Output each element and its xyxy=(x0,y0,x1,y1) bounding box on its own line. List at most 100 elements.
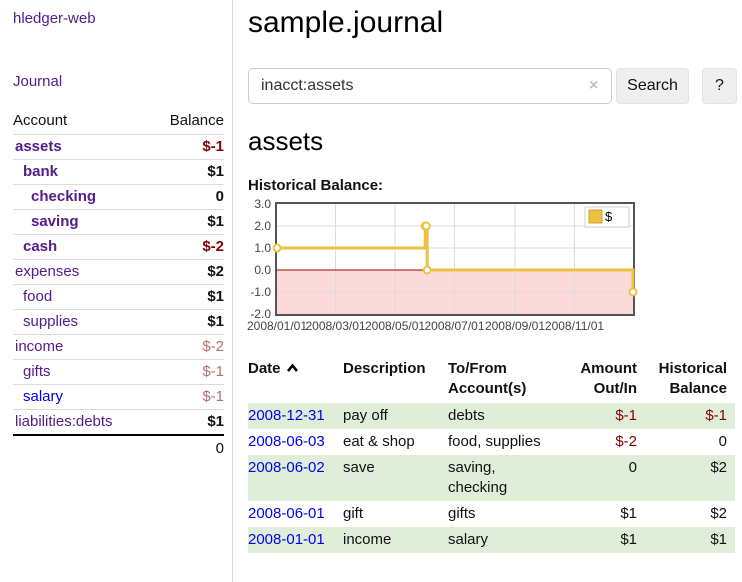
transaction-amount: $1 xyxy=(620,531,637,548)
search-button[interactable]: Search xyxy=(616,68,689,104)
chart-title: Historical Balance: xyxy=(248,177,384,194)
register-row: 2008-12-31 pay off debts $-1 $-1 xyxy=(248,403,735,429)
transaction-balance: $2 xyxy=(710,459,727,476)
account-link[interactable]: income xyxy=(15,338,64,355)
account-link[interactable]: bank xyxy=(23,163,59,180)
data-point xyxy=(422,265,432,275)
account-balance: $1 xyxy=(149,409,224,435)
account-link[interactable]: assets xyxy=(15,138,62,155)
account-link[interactable]: supplies xyxy=(23,313,79,330)
accounts-column-header: To/From Account(s) xyxy=(448,360,527,397)
account-row: expenses $2 xyxy=(13,259,224,285)
account-table-body: assets $-1 bank $1 checking 0 saving $1 cash $-2 e… xyxy=(13,134,224,435)
account-balance: $1 xyxy=(149,284,224,310)
x-axis-tick-label: 2008/05/01 xyxy=(365,319,425,333)
transaction-date-link[interactable]: 2008-06-01 xyxy=(248,505,325,522)
transaction-amount: $-2 xyxy=(615,433,637,450)
account-total-spacer xyxy=(13,434,150,462)
x-axis-tick-label: 2008/01/01 xyxy=(247,319,307,333)
account-page-title: assets xyxy=(248,126,324,156)
register-row: 2008-01-01 income salary $1 $1 xyxy=(248,527,735,553)
register-row: 2008-06-02 save saving, checking 0 $2 xyxy=(248,455,735,501)
y-axis-tick-label: -2.0 xyxy=(250,307,271,321)
register-row: 2008-06-03 eat & shop food, supplies $-2 0 xyxy=(248,429,735,455)
page-title: sample.journal xyxy=(248,6,444,39)
data-point xyxy=(628,287,638,297)
transaction-date-link[interactable]: 2008-06-02 xyxy=(248,459,325,476)
account-balance: $2 xyxy=(149,259,224,285)
x-axis-tick-label: 2008/07/01 xyxy=(424,319,484,333)
transaction-accounts: debts xyxy=(448,407,485,424)
account-balance: $-2 xyxy=(149,234,224,260)
transaction-date-link[interactable]: 2008-06-03 xyxy=(248,433,325,450)
account-row: assets $-1 xyxy=(13,134,224,160)
account-row: cash $-2 xyxy=(13,234,224,260)
account-row: gifts $-1 xyxy=(13,359,224,385)
account-row: salary $-1 xyxy=(13,384,224,410)
transaction-description: save xyxy=(343,459,375,476)
description-column-header: Description xyxy=(343,360,426,377)
account-link[interactable]: expenses xyxy=(15,263,80,280)
account-total-row: 0 xyxy=(13,434,224,462)
transaction-balance: 0 xyxy=(718,433,727,450)
account-balance: $-1 xyxy=(149,359,224,385)
balance-header: Historical Balance xyxy=(658,360,727,397)
account-row: bank $1 xyxy=(13,159,224,185)
register-table: Date Description To/From Account(s) Amou… xyxy=(248,357,735,553)
legend-label: $ xyxy=(605,209,613,224)
account-balance: 0 xyxy=(149,184,224,210)
account-balance: $1 xyxy=(149,309,224,335)
account-total-value: 0 xyxy=(149,434,224,462)
sidebar: hledger-web Journal Account Balance asse… xyxy=(0,0,233,582)
account-balance: $1 xyxy=(149,209,224,235)
transaction-balance: $2 xyxy=(710,505,727,522)
transaction-accounts: salary xyxy=(448,531,489,548)
transaction-accounts: gifts xyxy=(448,505,476,522)
y-axis-tick-label: 0.0 xyxy=(254,263,271,277)
sort-ascending-icon xyxy=(286,359,299,379)
search-input[interactable] xyxy=(248,68,612,104)
account-link[interactable]: gifts xyxy=(23,363,51,380)
transaction-date-link[interactable]: 2008-01-01 xyxy=(248,531,325,548)
register-table-body: 2008-12-31 pay off debts $-1 $-1 2008-06-03 ea… xyxy=(248,403,735,553)
transaction-amount: $1 xyxy=(620,505,637,522)
x-axis-tick-label: 2008/09/01 xyxy=(485,319,545,333)
account-balance: $1 xyxy=(149,159,224,185)
transaction-description: income xyxy=(343,531,392,548)
account-row: food $1 xyxy=(13,284,224,310)
balance-column-header: Balance xyxy=(169,112,224,129)
transaction-accounts: food, supplies xyxy=(448,433,541,450)
account-row: checking 0 xyxy=(13,184,224,210)
plot-border xyxy=(275,202,635,316)
account-link[interactable]: salary xyxy=(23,388,64,405)
account-row: liabilities:debts $1 xyxy=(13,409,224,435)
date-column-header[interactable]: Date xyxy=(248,357,343,403)
help-button[interactable]: ? xyxy=(702,68,737,104)
account-link[interactable]: food xyxy=(23,288,53,305)
data-point xyxy=(421,221,431,231)
transaction-description: eat & shop xyxy=(343,433,415,450)
transaction-description: gift xyxy=(343,505,364,522)
transaction-amount: 0 xyxy=(628,459,637,476)
brand-link[interactable]: hledger-web xyxy=(13,10,96,27)
account-link[interactable]: checking xyxy=(31,188,97,205)
account-balance: $-1 xyxy=(149,134,224,160)
y-axis-tick-label: 1.0 xyxy=(254,241,271,255)
transaction-date-link[interactable]: 2008-12-31 xyxy=(248,407,325,424)
account-row: saving $1 xyxy=(13,209,224,235)
account-link[interactable]: saving xyxy=(31,213,79,230)
register-row: 2008-06-01 gift gifts $1 $2 xyxy=(248,501,735,527)
account-column-header: Account xyxy=(13,112,68,129)
y-axis-tick-label: 2.0 xyxy=(254,219,271,233)
account-link[interactable]: cash xyxy=(23,238,58,255)
transaction-balance: $1 xyxy=(710,531,727,548)
account-link[interactable]: liabilities:debts xyxy=(15,413,113,430)
legend-swatch-icon xyxy=(588,209,603,224)
x-axis-tick-label: 2008/11/01 xyxy=(545,319,604,333)
sidebar-item-journal[interactable]: Journal xyxy=(13,73,63,90)
historical-balance-chart: $3.0 2.0 1.0 0.0 -1.0 -2.0 2008/01/01 2008/03/0… xyxy=(247,197,737,335)
search-form: × Search ? xyxy=(248,68,737,104)
data-point xyxy=(272,243,282,253)
clear-search-icon[interactable]: × xyxy=(589,77,599,94)
